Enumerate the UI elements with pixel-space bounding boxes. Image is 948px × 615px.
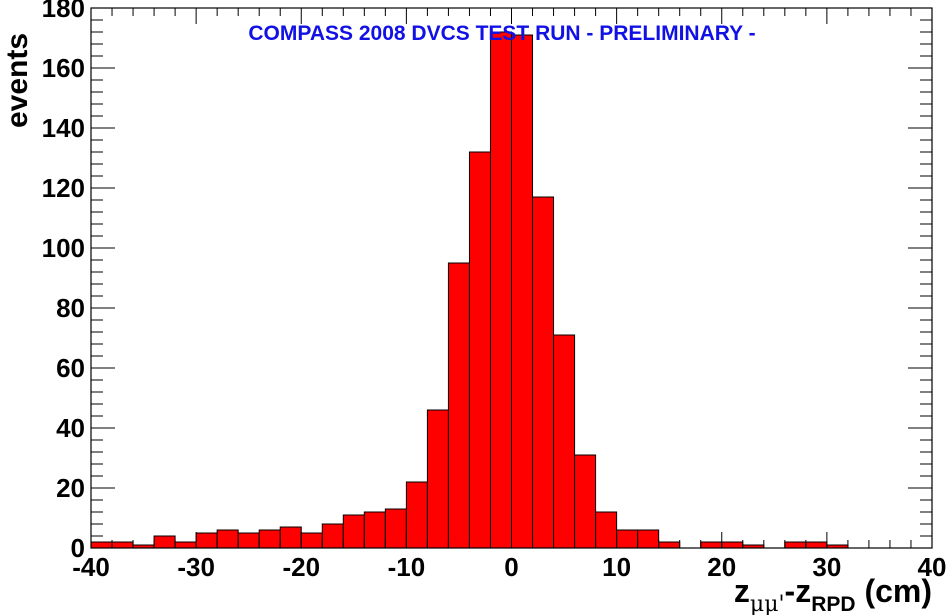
chart-title: COMPASS 2008 DVCS TEST RUN - PRELIMINARY… xyxy=(248,22,755,45)
x-tick-label: 40 xyxy=(918,552,947,582)
histogram-bar xyxy=(237,532,260,549)
axis-ticks xyxy=(90,7,933,549)
histogram-bar xyxy=(90,541,113,549)
histogram-bar xyxy=(658,541,681,549)
histogram-bar xyxy=(532,196,555,549)
y-tick-label: 140 xyxy=(42,113,85,143)
y-tick-label: 20 xyxy=(56,473,85,503)
histogram-bar xyxy=(595,511,618,549)
y-tick-label: 0 xyxy=(71,533,85,563)
histogram-bar xyxy=(363,511,386,549)
histogram-bar xyxy=(384,508,407,549)
x-label-unit: (cm) xyxy=(856,573,932,609)
x-label-z2: -z xyxy=(785,573,812,609)
x-axis-label: zμμ'-zRPD (cm) xyxy=(734,573,932,615)
y-axis-label: events xyxy=(1,33,34,128)
x-tick-label: 0 xyxy=(504,552,518,582)
histogram-bar xyxy=(426,409,449,549)
x-tick-labels: -40 -30 -20 -10 0 10 20 30 40 xyxy=(72,552,946,582)
y-tick-label: 120 xyxy=(42,173,85,203)
x-label-sub-rpd: RPD xyxy=(811,593,855,615)
x-tick-label: -40 xyxy=(72,552,110,582)
histogram-bar xyxy=(574,454,597,549)
y-tick-label: 80 xyxy=(56,293,85,323)
histogram-bar xyxy=(195,532,218,549)
histogram-bar xyxy=(174,541,197,549)
histogram-bar xyxy=(616,529,639,549)
x-label-z1: z xyxy=(734,573,750,609)
histogram-bar xyxy=(258,529,281,549)
y-tick-label: 60 xyxy=(56,353,85,383)
histogram-bar xyxy=(721,541,744,549)
histogram-bar xyxy=(279,526,302,549)
histogram-bar xyxy=(511,34,534,549)
histogram-bars xyxy=(90,31,849,549)
y-tick-label: 160 xyxy=(42,53,85,83)
histogram-bar xyxy=(805,541,828,549)
histogram-bar xyxy=(700,541,723,549)
histogram-bar xyxy=(489,31,513,549)
histogram-bar xyxy=(553,334,576,549)
histogram-bar xyxy=(784,541,807,549)
x-tick-label: -10 xyxy=(388,552,426,582)
y-tick-label: 180 xyxy=(42,0,85,23)
histogram-bar xyxy=(447,262,470,549)
x-tick-label: -30 xyxy=(177,552,215,582)
x-tick-label: 20 xyxy=(707,552,736,582)
histogram-bar xyxy=(321,523,344,549)
histogram-bar xyxy=(216,529,239,549)
x-tick-label: -20 xyxy=(282,552,320,582)
histogram-bar xyxy=(468,151,491,549)
x-tick-label: 10 xyxy=(602,552,631,582)
y-tick-label: 100 xyxy=(42,233,85,263)
y-tick-label: 40 xyxy=(56,413,85,443)
histogram-bar xyxy=(405,481,428,549)
x-tick-label: 30 xyxy=(812,552,841,582)
histogram-bar xyxy=(300,532,323,549)
histogram-bar xyxy=(342,514,365,549)
histogram-bar xyxy=(111,541,134,549)
histogram-bar xyxy=(637,529,660,549)
x-label-sub-mumu: μμ' xyxy=(750,592,785,615)
y-tick-labels: 0 20 40 60 80 100 120 140 160 180 xyxy=(42,0,85,563)
histogram-bar xyxy=(153,535,176,549)
